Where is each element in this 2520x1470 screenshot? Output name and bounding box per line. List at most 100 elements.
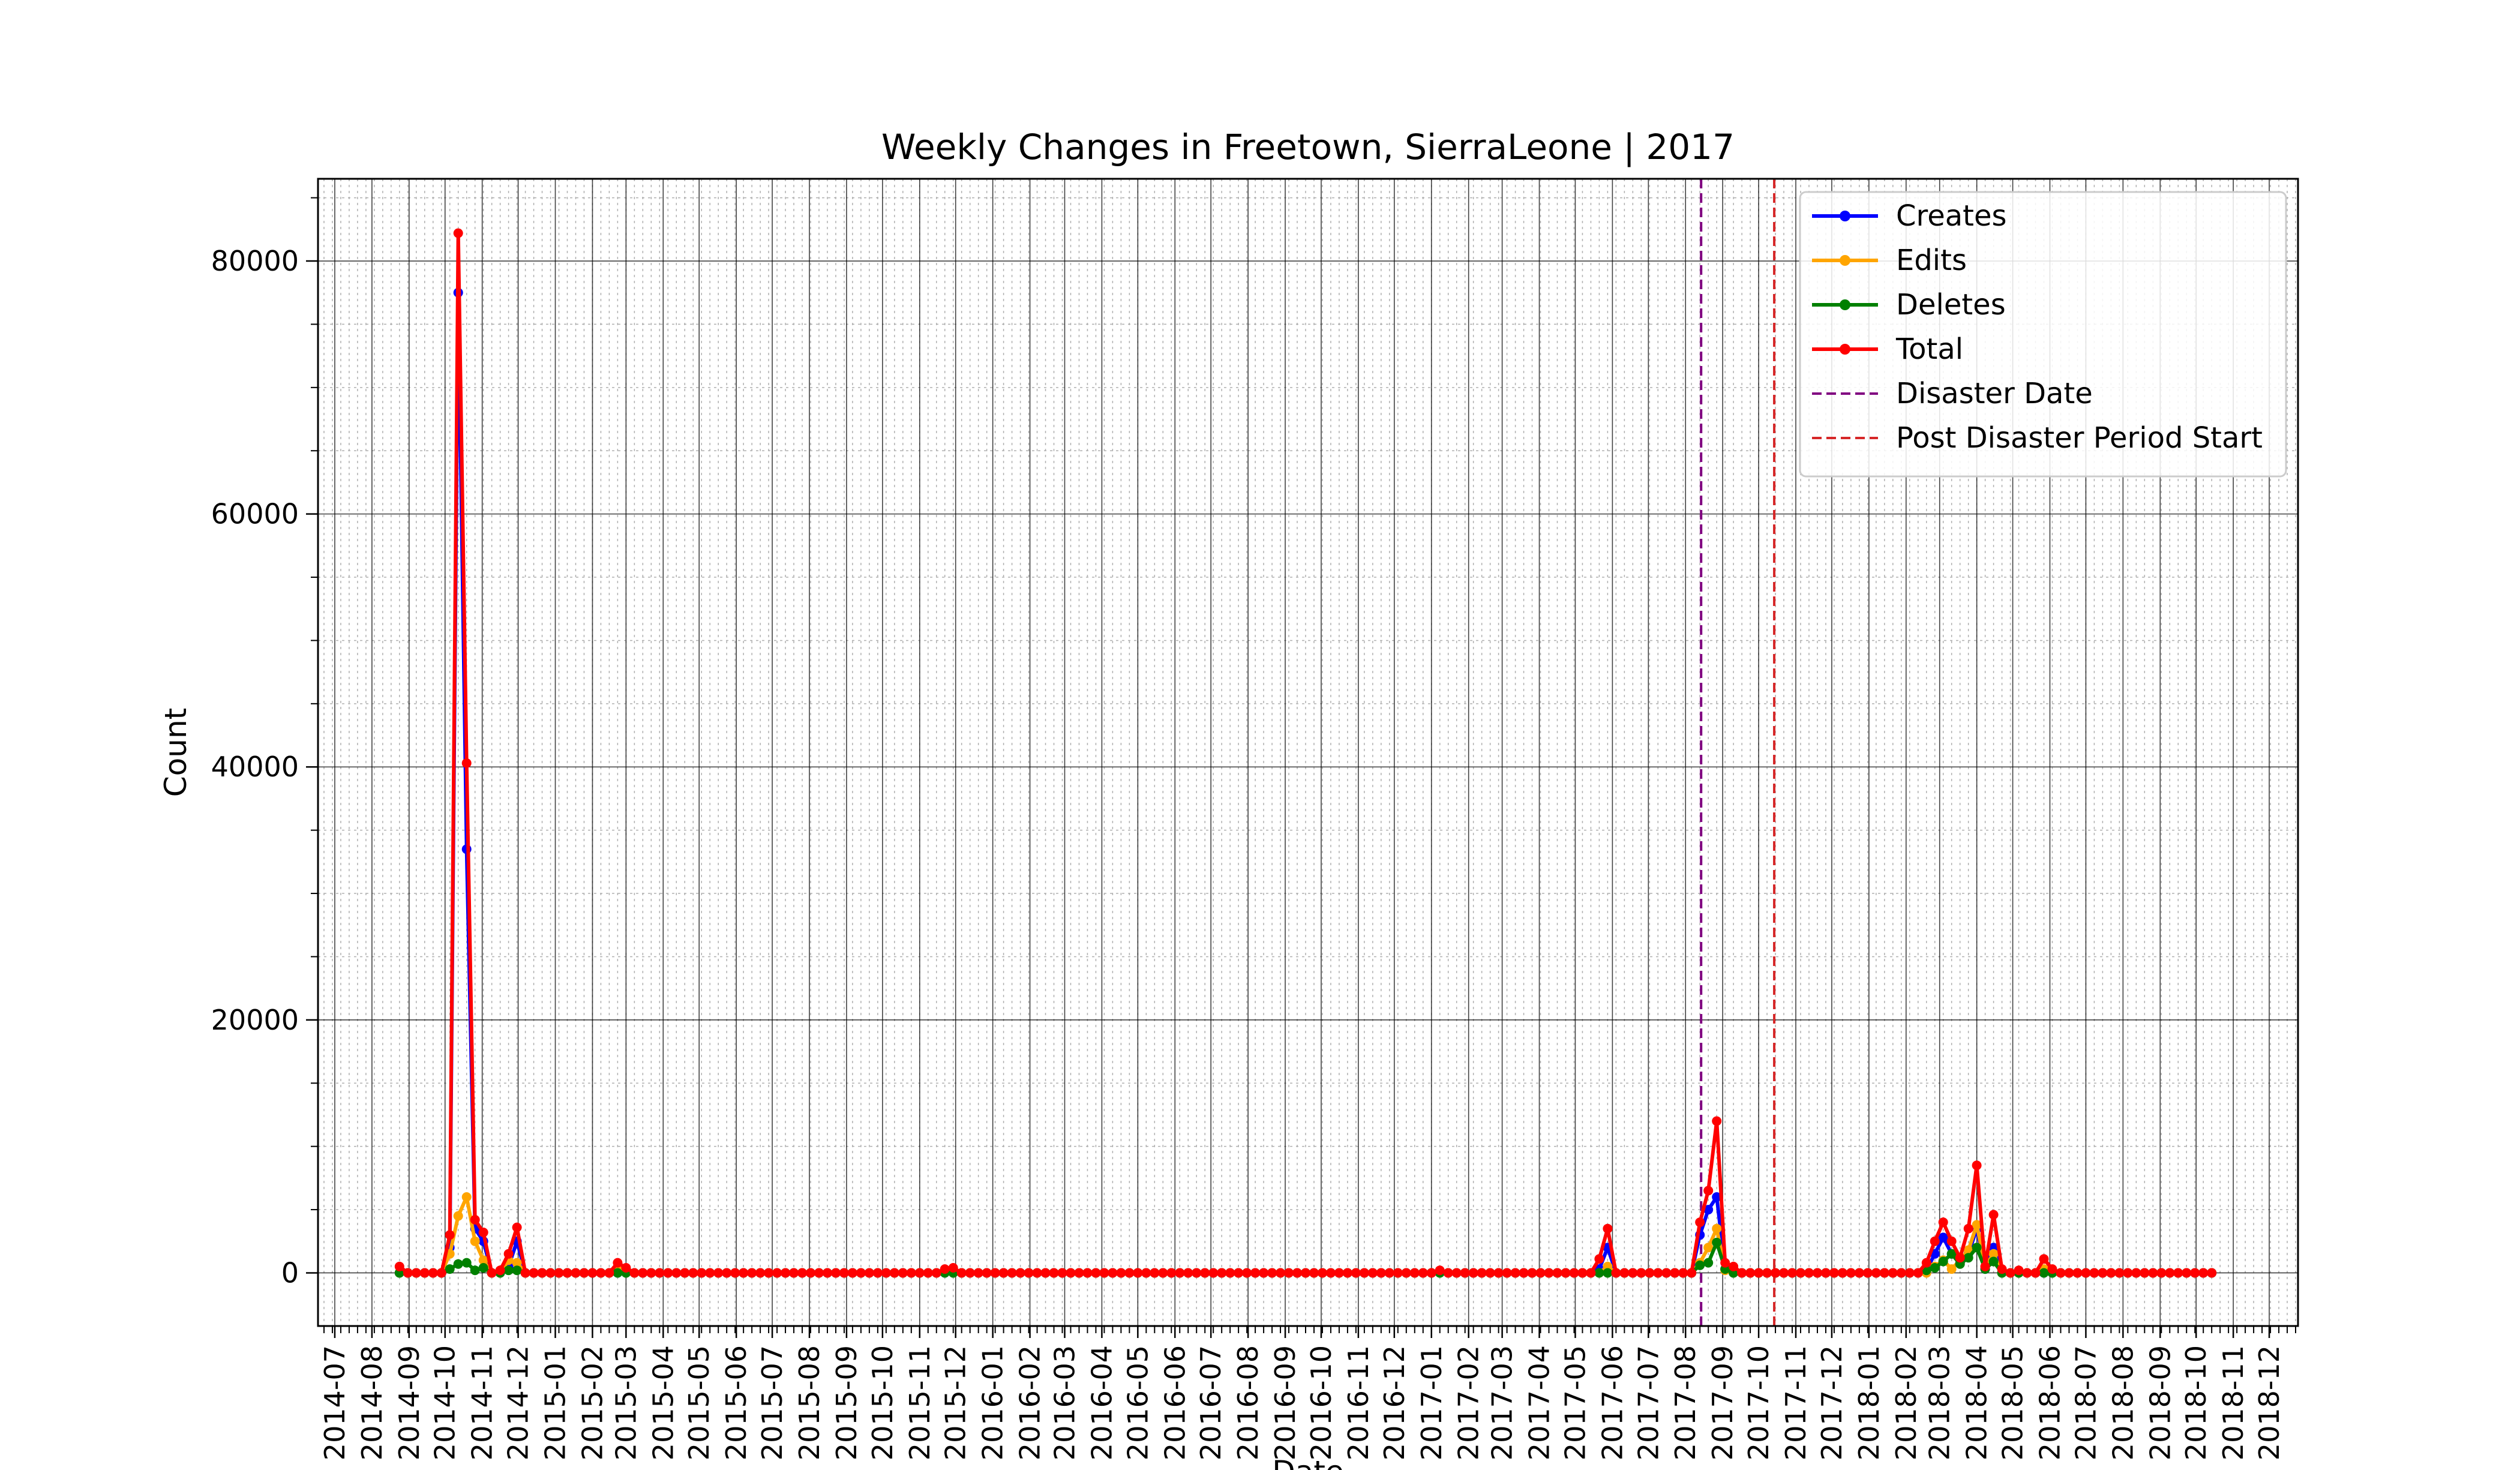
data-point [1175,1268,1185,1278]
series-total [394,228,2217,1278]
data-point [1384,1268,1394,1278]
data-point [1703,1205,1714,1215]
data-point [755,1268,766,1278]
data-point [1024,1268,1034,1278]
data-point [931,1268,941,1278]
data-point [2182,1268,2192,1278]
x-tick-label: 2014-11 [466,1345,499,1460]
x-tick-label: 2017-02 [1453,1345,1485,1460]
data-point [1963,1253,1973,1263]
data-point [1712,1116,1722,1126]
data-point [1586,1268,1596,1278]
event-markers [1700,179,1776,1326]
data-point [948,1263,958,1273]
data-point [1166,1268,1177,1278]
data-point [1141,1268,1151,1278]
data-point [1963,1223,1973,1234]
data-point [1946,1236,1957,1246]
data-point [1661,1268,1672,1278]
data-point [1745,1268,1756,1278]
data-point [864,1268,874,1278]
data-point [453,1211,463,1221]
data-point [1619,1268,1630,1278]
x-tick-label: 2014-09 [393,1345,425,1460]
data-point [1703,1243,1714,1253]
data-point [1737,1268,1747,1278]
data-point [1334,1268,1344,1278]
data-point [1821,1268,1831,1278]
data-point [461,758,472,768]
data-point [1603,1268,1613,1278]
x-tick-label: 2018-01 [1853,1345,1885,1460]
data-point [1124,1268,1135,1278]
x-tick-label: 2016-03 [1048,1345,1081,1460]
x-tick-label: 2018-07 [2069,1345,2102,1460]
data-point [1569,1268,1579,1278]
data-point [428,1268,438,1278]
data-point [1687,1268,1697,1278]
data-point [823,1268,832,1278]
data-point [1712,1192,1722,1202]
data-point [713,1268,724,1278]
data-point [520,1268,530,1278]
x-tick-label: 2016-12 [1378,1345,1411,1460]
data-point [1787,1268,1797,1278]
data-point [495,1265,505,1276]
data-point [2123,1268,2133,1278]
data-point [1133,1268,1143,1278]
data-point [512,1258,522,1268]
data-point [1611,1268,1621,1278]
data-point [956,1268,967,1278]
x-tick-label: 2017-01 [1415,1345,1448,1460]
data-point [1326,1268,1336,1278]
data-point [1813,1268,1822,1278]
data-point [2207,1268,2217,1278]
data-point [461,1258,472,1268]
data-point [1049,1268,1059,1278]
data-point [1225,1268,1235,1278]
data-point [831,1268,841,1278]
data-point [1779,1268,1789,1278]
data-point [1418,1268,1428,1278]
data-point [453,228,463,238]
data-point [1309,1268,1319,1278]
y-tick-label: 20000 [211,1004,299,1036]
x-tick-label: 2016-01 [977,1345,1009,1460]
legend-entry: Post Disaster Period Start [1812,421,2263,455]
x-tick-label: 2018-10 [2180,1345,2212,1460]
data-point [1040,1268,1051,1278]
plot-frame [317,178,2299,1327]
data-point [906,1268,916,1278]
data-point [914,1268,925,1278]
data-point [697,1268,707,1278]
data-point [2047,1264,2057,1274]
x-tick-label: 2016-10 [1305,1345,1337,1460]
data-point [2056,1268,2066,1278]
data-point [1234,1268,1244,1278]
data-point [730,1268,740,1278]
legend-entry: Deletes [1812,288,2006,322]
data-point [1938,1256,1948,1267]
data-point [1351,1268,1361,1278]
data-point [655,1268,665,1278]
data-point [1527,1268,1537,1278]
legend-entry: Disaster Date [1812,377,2093,410]
data-point [1712,1223,1722,1234]
data-point [512,1222,522,1232]
data-point [2064,1268,2074,1278]
x-tick-label: 2015-07 [756,1345,788,1460]
data-point [1896,1268,1906,1278]
data-point [1443,1268,1453,1278]
x-tick-label: 2017-03 [1486,1345,1519,1460]
data-point [1284,1268,1294,1278]
data-point [2106,1268,2116,1278]
data-point [1930,1263,1940,1273]
y-tick-label: 80000 [211,245,299,277]
data-point [1670,1268,1680,1278]
legend-entry: Edits [1812,244,1967,277]
data-point [722,1268,732,1278]
data-point [1510,1268,1520,1278]
legend-marker [1840,344,1850,355]
data-point [1972,1243,1982,1253]
